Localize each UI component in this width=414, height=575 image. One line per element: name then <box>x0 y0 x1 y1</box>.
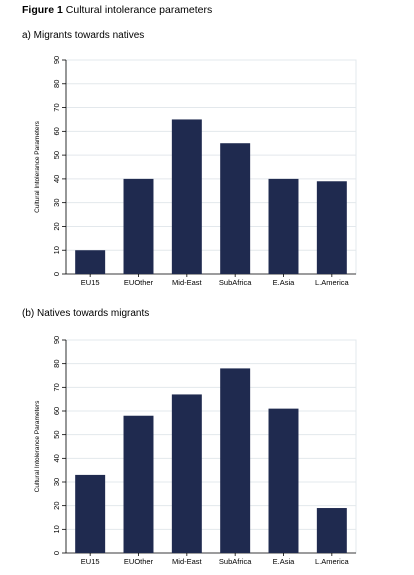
y-axis-title: Cultural Intolerance Parameters <box>34 120 41 213</box>
x-tick-label: E.Asia <box>273 278 296 287</box>
bar-subafrica <box>220 143 251 274</box>
x-tick-label: EUOther <box>124 557 154 566</box>
x-tick-label: SubAfrica <box>219 557 252 566</box>
bar-l-america <box>316 181 347 274</box>
bar-euother <box>123 415 154 553</box>
x-tick-label: EU15 <box>81 557 100 566</box>
x-tick-label: E.Asia <box>273 557 296 566</box>
bar-mid-east <box>171 394 202 553</box>
figure-title: Figure 1 Cultural intolerance parameters <box>22 4 212 16</box>
chart-b: 0 10 20 30 40 50 60 70 80 90 Cultural Intolerance … <box>34 336 357 566</box>
y-tick-label: 40 <box>52 175 61 183</box>
x-tick-label: SubAfrica <box>219 278 252 287</box>
chart-a: 0 10 20 30 40 50 60 70 80 90 Cultural Intolerance … <box>34 56 357 287</box>
y-tick-label: 30 <box>52 478 61 486</box>
y-tick-label: 30 <box>52 198 61 206</box>
x-tick-label: L.America <box>315 557 350 566</box>
panel-b-title: (b) Natives towards migrants <box>22 308 150 319</box>
bar-l-america <box>316 508 347 553</box>
plot-area <box>65 59 357 275</box>
plot-area <box>65 339 357 554</box>
y-tick-label: 50 <box>52 151 61 159</box>
x-tick-label: L.America <box>315 278 350 287</box>
y-tick-label: 10 <box>52 246 61 254</box>
y-tick-label: 90 <box>52 56 61 64</box>
y-tick-label: 90 <box>52 336 61 344</box>
bar-e-asia <box>268 178 299 274</box>
y-axis-title: Cultural Intolerance Parameters <box>34 400 41 493</box>
bar-eu15 <box>75 250 106 274</box>
y-tick-label: 20 <box>52 501 61 509</box>
bar-subafrica <box>220 368 251 553</box>
y-tick-label: 60 <box>52 127 61 135</box>
bar-e-asia <box>268 408 299 553</box>
y-tick-label: 70 <box>52 103 61 111</box>
figure-caption: Cultural intolerance parameters <box>65 4 213 16</box>
x-tick-label: EUOther <box>124 278 154 287</box>
figure-label: Figure 1 <box>22 4 63 16</box>
bar-eu15 <box>75 474 106 553</box>
y-tick-label: 50 <box>52 430 61 438</box>
y-tick-label: 80 <box>52 359 61 367</box>
y-tick-label: 10 <box>52 525 61 533</box>
y-tick-label: 0 <box>52 551 61 555</box>
x-tick-label: Mid-East <box>172 557 203 566</box>
bar-mid-east <box>171 119 202 274</box>
x-tick-label: Mid-East <box>172 278 203 287</box>
y-tick-label: 70 <box>52 383 61 391</box>
y-tick-label: 40 <box>52 454 61 462</box>
y-tick-label: 80 <box>52 80 61 88</box>
bar-euother <box>123 178 154 274</box>
y-tick-label: 20 <box>52 222 61 230</box>
panel-a-title: a) Migrants towards natives <box>22 30 145 41</box>
y-tick-label: 60 <box>52 407 61 415</box>
x-tick-label: EU15 <box>81 278 100 287</box>
y-tick-label: 0 <box>52 272 61 276</box>
